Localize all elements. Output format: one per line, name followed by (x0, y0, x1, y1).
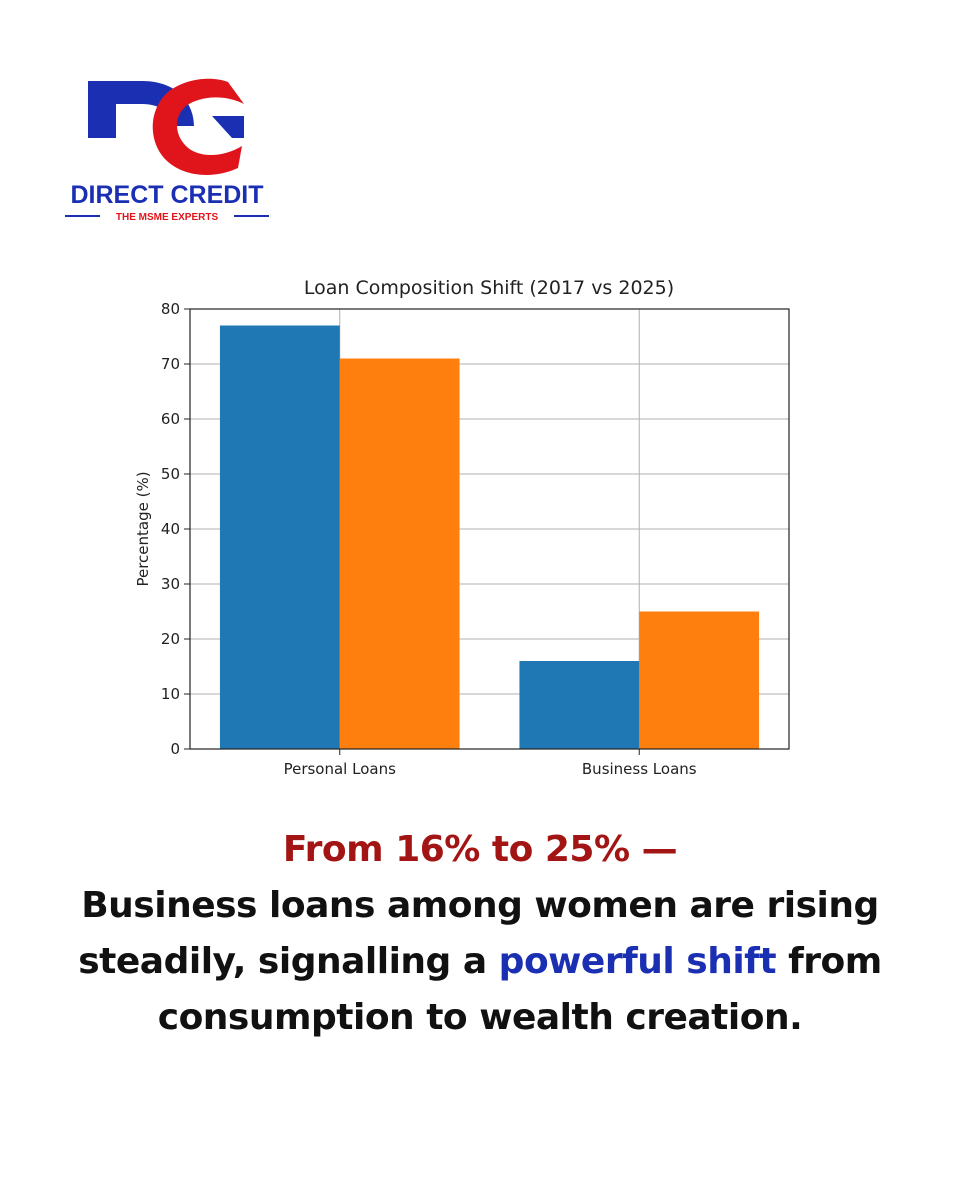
chart-title: Loan Composition Shift (2017 vs 2025) (304, 277, 674, 299)
caption-body-start: Business loans among women are rising st… (78, 885, 879, 982)
logo-c-shape (152, 78, 244, 175)
caption-highlight: powerful shift (498, 941, 777, 982)
loan-composition-chart: 0 10 20 30 40 50 60 70 80 Personal Loans Business … (134, 277, 790, 778)
logo-brand-name: DIRECT CREDIT (70, 181, 263, 209)
y-tick-label: 10 (161, 685, 180, 703)
y-tick-label: 80 (161, 300, 180, 318)
logo-c-inner (212, 116, 244, 138)
chart-bars (219, 325, 760, 749)
y-tick-label: 20 (161, 630, 180, 648)
y-tick-label: 30 (161, 575, 180, 593)
x-tick-label: Business Loans (582, 760, 697, 778)
y-tick-label: 60 (161, 410, 180, 428)
y-tick-label: 40 (161, 520, 180, 538)
y-tick-label: 0 (170, 740, 180, 758)
caption-body-end: from consumption to wealth creation. (157, 941, 883, 1038)
caption-body: Business loans among women are rising st… (60, 878, 900, 1046)
chart-ylabel: Percentage (%) (134, 471, 152, 586)
bar (639, 611, 760, 749)
logo-tagline: THE MSME EXPERTS (116, 212, 219, 223)
bar (519, 661, 640, 749)
y-tick-label: 50 (161, 465, 180, 483)
caption: From 16% to 25% — Business loans among w… (60, 822, 900, 1046)
caption-headline: From 16% to 25% — (282, 829, 678, 870)
bar (219, 325, 340, 749)
y-tick-label: 70 (161, 355, 180, 373)
chart-ticks: 0 10 20 30 40 50 60 70 80 Personal Loans Business … (161, 300, 697, 778)
bar (339, 358, 460, 749)
x-tick-label: Personal Loans (284, 760, 397, 778)
direct-credit-logo: DIRECT CREDIT THE MSME EXPERTS (65, 78, 269, 223)
